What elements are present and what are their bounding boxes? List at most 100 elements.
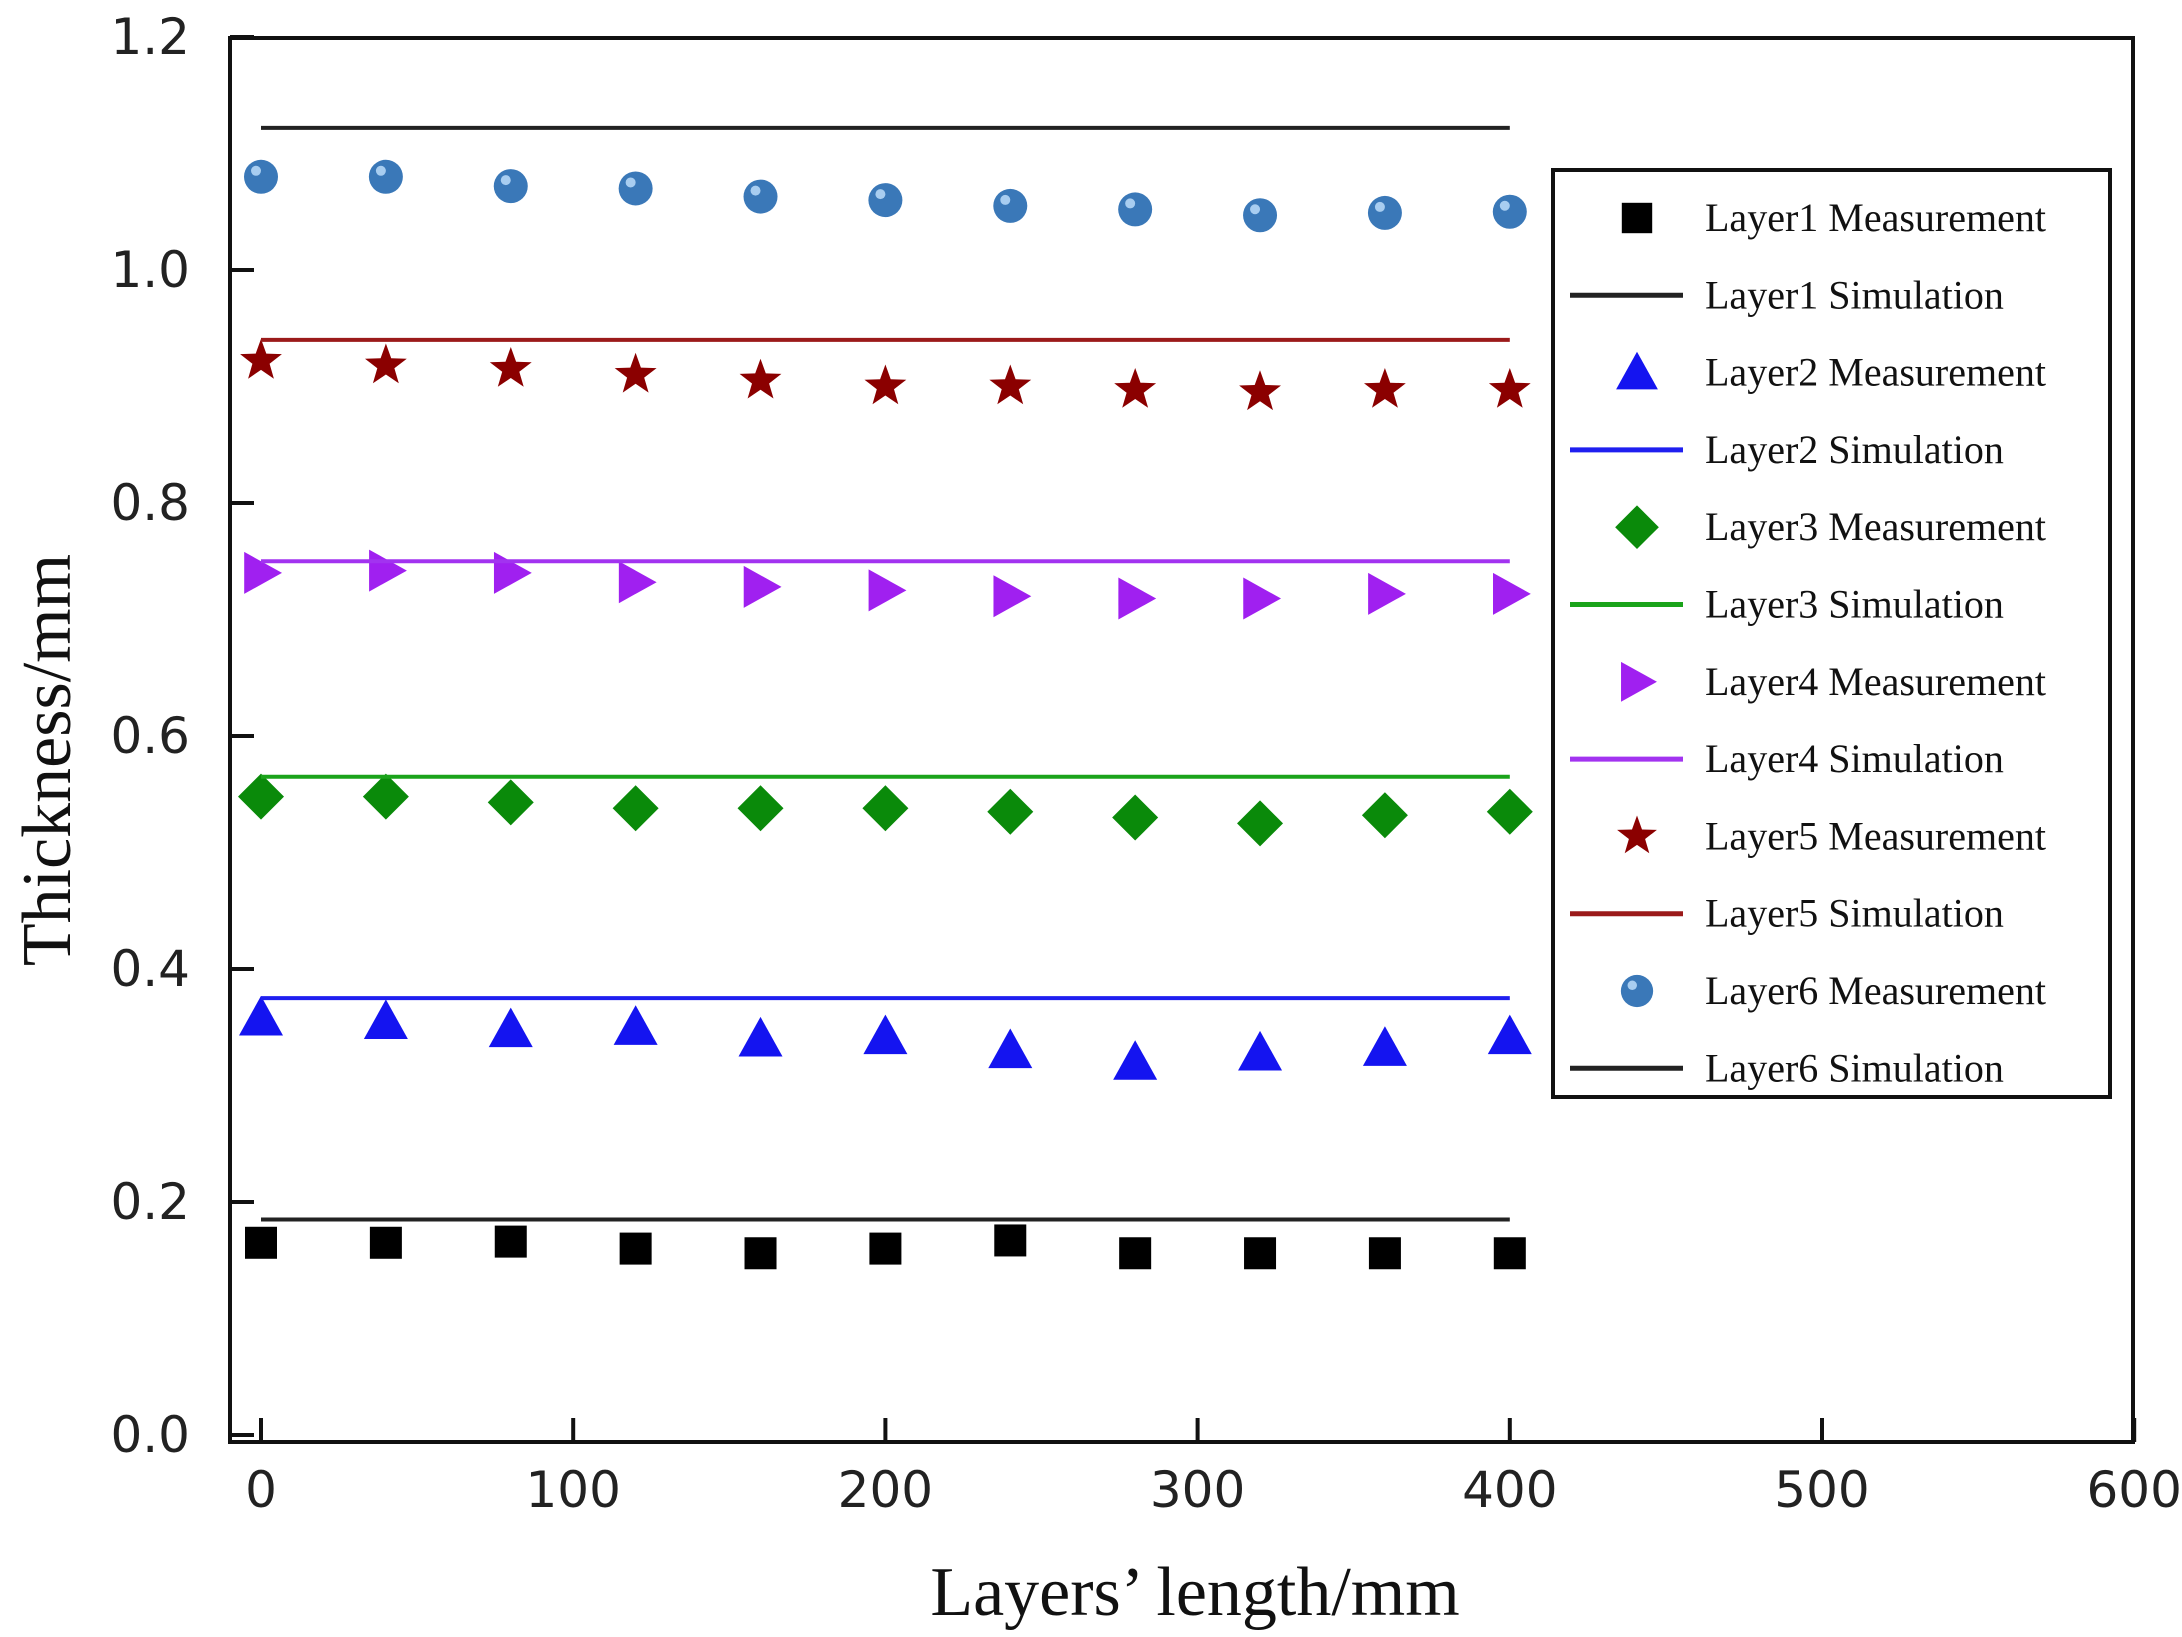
x-tick-label: 200 (838, 1461, 933, 1519)
legend-marker-swatch (1620, 974, 1654, 1008)
measurement-point (1492, 194, 1527, 229)
legend-label: Layer3 Simulation (1705, 582, 2004, 627)
y-tick-label: 0.4 (110, 940, 190, 998)
measurement-point-highlight (625, 177, 636, 188)
measurement-point (493, 169, 528, 204)
measurement-point (863, 1014, 908, 1055)
legend-label: Layer5 Measurement (1705, 813, 2046, 858)
measurement-point (238, 773, 284, 820)
legend-label: Layer1 Simulation (1705, 272, 2004, 317)
measurement-point (487, 779, 534, 826)
measurement-point (1364, 368, 1406, 408)
series-0 (245, 1224, 1526, 1270)
measurement-point (240, 338, 282, 379)
measurement-point (369, 549, 407, 592)
measurement-point (489, 347, 532, 387)
measurement-point (244, 551, 282, 594)
y-axis-title: Thickness/mm (9, 554, 86, 966)
measurement-point (738, 1016, 783, 1057)
measurement-point (1114, 368, 1157, 408)
x-tick-label: 500 (1774, 1461, 1869, 1519)
x-axis-title: Layers’ length/mm (930, 1554, 1459, 1631)
legend-label: Layer6 Simulation (1705, 1045, 2004, 1090)
measurement-point (488, 1007, 533, 1048)
measurement-point (245, 1226, 277, 1259)
legend: Layer1 Measurement Layer1 Simulation Layer… (1551, 168, 2112, 1099)
measurement-point (619, 1232, 652, 1265)
legend-box (1551, 168, 2112, 1099)
legend-marker-swatch (1617, 815, 1657, 854)
measurement-point-highlight (500, 175, 511, 186)
measurement-point (613, 1005, 658, 1045)
legend-label: Layer2 Simulation (1705, 427, 2004, 472)
measurement-point (994, 1224, 1027, 1257)
measurement-point-highlight (1000, 194, 1011, 205)
measurement-point (869, 1232, 902, 1265)
legend-label: Layer3 Measurement (1705, 504, 2046, 549)
measurement-point-highlight (750, 185, 761, 196)
legend-marker-swatch-highlight (1627, 980, 1637, 991)
x-tick-label: 100 (525, 1461, 620, 1519)
measurement-point (614, 352, 657, 393)
measurement-point (494, 1225, 527, 1258)
measurement-point (1112, 794, 1159, 841)
series-4 (238, 773, 1533, 847)
measurement-point (1238, 1030, 1283, 1071)
measurement-point (1488, 368, 1531, 408)
measurement-point (743, 565, 782, 608)
measurement-point (1239, 370, 1281, 411)
legend-marker-swatch (1621, 661, 1657, 702)
legend-label: Layer1 Measurement (1705, 195, 2046, 240)
series-6 (244, 549, 1531, 620)
measurement-point (1237, 800, 1284, 847)
measurement-point (612, 785, 659, 832)
measurement-point (868, 569, 907, 612)
series-8 (240, 338, 1531, 411)
measurement-point (244, 159, 278, 194)
measurement-point (739, 358, 782, 399)
measurement-point (369, 1226, 402, 1259)
measurement-point (368, 159, 403, 194)
legend-marker-swatch (1616, 351, 1658, 390)
measurement-point (1244, 1237, 1277, 1270)
measurement-point (743, 179, 778, 214)
series-2 (239, 995, 1532, 1080)
measurement-point (1118, 577, 1157, 620)
y-tick-label: 0.8 (110, 474, 190, 532)
measurement-point-highlight (251, 165, 261, 176)
measurement-point (618, 171, 653, 206)
legend-label: Layer4 Measurement (1705, 659, 2046, 704)
measurement-point (993, 188, 1028, 223)
measurement-point (988, 1028, 1033, 1069)
measurement-point (239, 995, 283, 1036)
measurement-point (1493, 1237, 1526, 1270)
measurement-point (1493, 572, 1531, 615)
legend-marker-swatch (1621, 202, 1653, 234)
measurement-point (1487, 1014, 1532, 1055)
measurement-point (1113, 1040, 1158, 1080)
x-tick-label: 400 (1462, 1461, 1557, 1519)
measurement-point (365, 343, 407, 384)
measurement-point (363, 999, 408, 1040)
measurement-point (737, 785, 784, 832)
measurement-point (744, 1237, 777, 1270)
measurement-point (1243, 577, 1282, 620)
series-10 (244, 159, 1527, 233)
measurement-point (868, 183, 903, 218)
legend-label: Layer6 Measurement (1705, 968, 2046, 1013)
y-tick-label: 1.0 (110, 241, 190, 299)
measurement-point (993, 575, 1032, 618)
measurement-point (362, 773, 409, 820)
measurement-point-highlight (1125, 198, 1136, 209)
x-tick-label: 300 (1150, 1461, 1245, 1519)
y-tick-label: 0.0 (110, 1406, 190, 1464)
measurement-point-highlight (1250, 204, 1261, 215)
legend-label: Layer4 Simulation (1705, 736, 2004, 781)
measurement-point (1118, 192, 1153, 227)
measurement-point (1486, 788, 1533, 835)
legend-label: Layer2 Measurement (1705, 350, 2046, 395)
measurement-point (1361, 792, 1408, 839)
measurement-point (1119, 1237, 1152, 1270)
measurement-point (1368, 572, 1406, 615)
